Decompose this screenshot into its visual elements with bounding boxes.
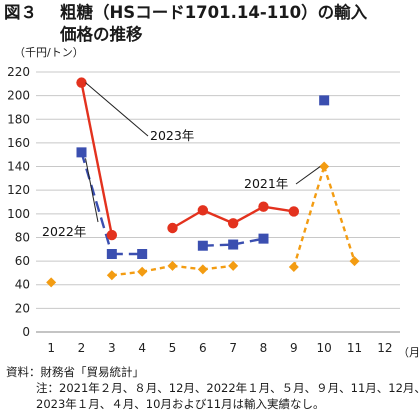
series-line-segment [171,209,204,230]
y-tick-label: 40 [15,278,30,292]
y-tick-label: 100 [7,207,30,221]
y-tick-label: 80 [15,230,30,244]
x-tick-label: 3 [108,341,116,355]
series-line-segment [232,205,265,225]
data-point-marker [106,229,118,241]
x-tick-label: 11 [347,341,362,355]
data-point-marker [288,206,300,217]
data-point-marker [46,277,57,288]
y-tick-label: 0 [22,325,30,339]
y-tick-label: 120 [7,183,30,197]
data-point-marker [76,77,87,88]
series-line-segment [292,166,326,268]
data-point-marker [106,270,117,281]
annotation-leader-line [85,158,99,223]
series-line-segment [232,237,264,246]
figure-number: 図３ [4,3,37,22]
series-line-segment [202,209,234,225]
data-point-marker [167,222,178,234]
series-line-segment [80,152,113,255]
x-tick-label: 12 [377,341,392,355]
data-point-marker [228,239,239,250]
x-axis-unit: （月） [398,346,420,359]
y-tick-label: 180 [7,112,30,126]
series-line-segment [111,270,143,277]
y-tick-label: 140 [7,160,30,174]
chart-title: 図３ 粗糖（HSコード1701.14-110）の輸入 価格の推移 [4,2,416,46]
annotation-leader-line [85,82,149,137]
data-point-marker [228,260,239,271]
data-point-marker [137,266,148,277]
data-point-marker [319,95,330,106]
x-tick-label: 7 [229,341,237,355]
y-tick-label: 60 [15,254,30,268]
data-point-marker [258,201,269,212]
x-tick-label: 5 [169,341,177,355]
data-point-marker [197,264,208,275]
data-point-marker [288,262,299,272]
series-line-segment [202,243,234,247]
x-tick-label: 8 [260,341,268,355]
data-point-marker [197,240,208,251]
data-point-marker [258,233,269,244]
x-tick-label: 2 [78,341,86,355]
series-line-segment [80,82,114,236]
source-note: 資料：財務省「貿易統計」 [6,365,144,379]
data-point-marker [197,205,209,216]
data-point-marker [227,218,239,229]
x-tick-label: 1 [47,341,55,355]
series-line-segment [202,264,234,271]
title-line-1: 粗糖（HSコード1701.14-110）の輸入 [60,3,368,22]
data-point-marker [167,260,178,271]
series-line-segment [172,264,203,271]
series-line-segment [141,264,173,273]
x-tick-label: 9 [290,341,298,355]
title-line-2: 価格の推移 [60,25,143,44]
series-line-segment [323,166,356,262]
data-point-marker [137,249,148,259]
data-point-marker [106,249,117,259]
y-tick-label: 200 [7,89,30,103]
y-tick-label: 160 [7,136,30,150]
annotation-leader-line [295,166,321,185]
y-tick-label: 20 [15,301,30,315]
data-point-marker [349,256,360,267]
y-tick-label: 220 [7,65,30,79]
note-line-1: 注：2021年２月、８月、12月、2022年１月、５月、９月、11月、12月、 [36,381,420,395]
series-annotation-label: 2023年 [150,128,194,143]
x-tick-label: 10 [317,341,332,355]
series-annotation-label: 2021年 [244,176,288,191]
y-axis-unit: （千円/トン） [14,46,84,59]
data-point-marker [76,147,87,158]
note-line-2: 2023年１月、４月、10月および11月は輸入実績なし。 [36,397,325,411]
chart-notes: 資料：財務省「貿易統計」 注：2021年２月、８月、12月、2022年１月、５月… [6,364,420,412]
x-tick-label: 6 [199,341,207,355]
x-tick-label: 4 [138,341,146,355]
series-annotation-label: 2022年 [42,224,86,239]
data-point-marker [319,161,330,172]
